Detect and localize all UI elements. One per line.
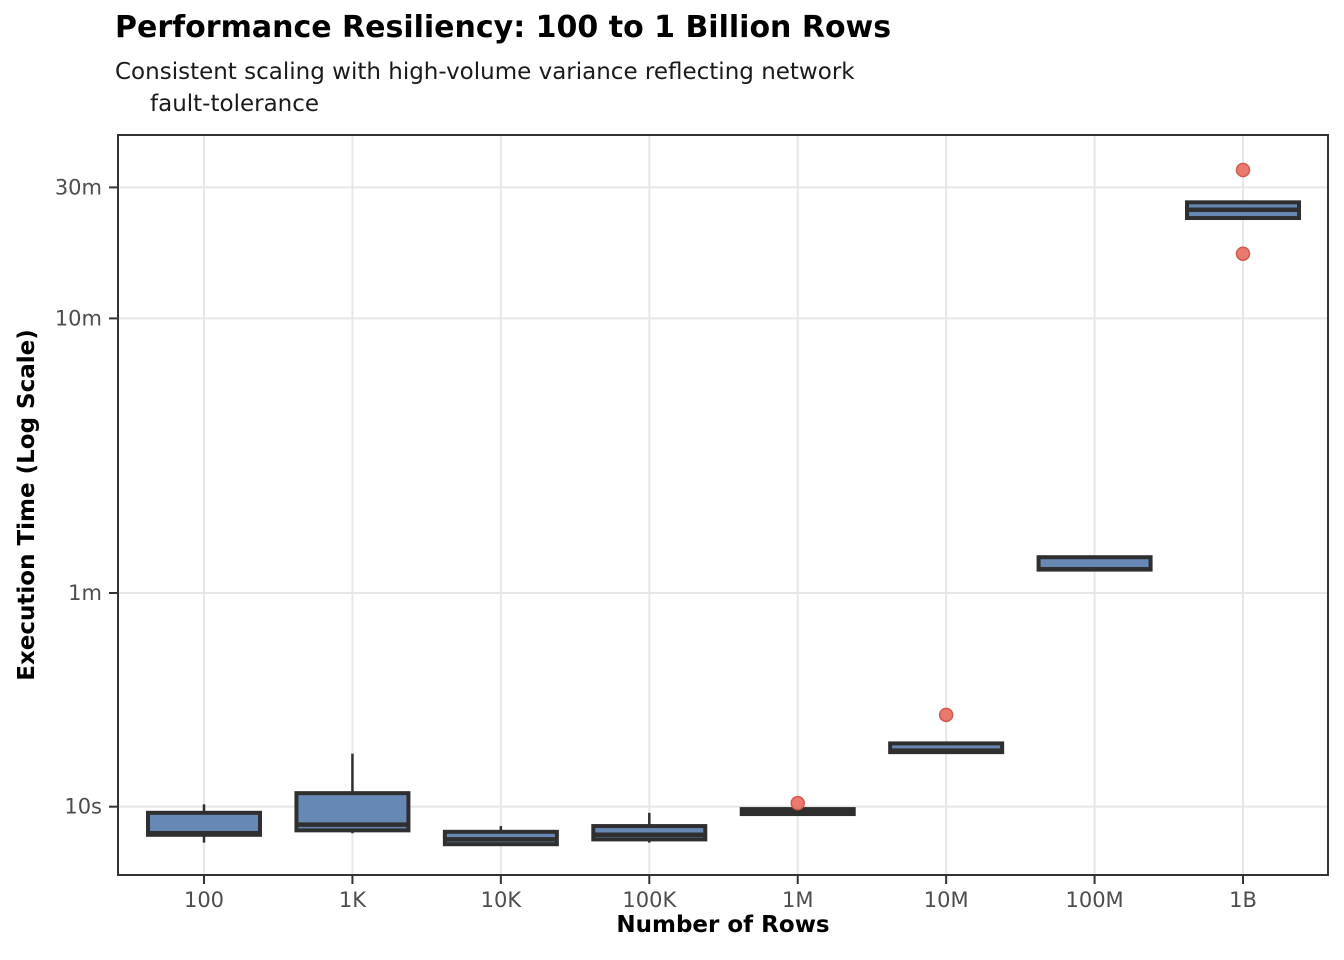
chart-title: Performance Resiliency: 100 to 1 Billion… (115, 10, 892, 45)
y-tick-label-10s: 10s (64, 795, 102, 819)
x-tick-label-10K: 10K (481, 888, 523, 912)
panel-border (117, 134, 1329, 876)
x-tick-label-100: 100 (184, 888, 224, 912)
x-axis-title: Number of Rows (616, 912, 830, 938)
x-tick-label-1B: 1B (1229, 888, 1257, 912)
y-tick-label-30m: 30m (55, 175, 102, 199)
outlier-point-1B-1 (1235, 246, 1251, 261)
chart-subtitle-line-1: Consistent scaling with high-volume vari… (115, 59, 855, 85)
chart-subtitle-line-2: fault-tolerance (150, 91, 320, 117)
x-tick-label-1K: 1K (339, 888, 367, 912)
x-tick-label-100M: 100M (1065, 888, 1123, 912)
y-tick-label-1m: 1m (68, 581, 102, 605)
panel-background (118, 135, 1328, 875)
outlier-point-10M-0 (938, 707, 954, 723)
outlier-point-1B-0 (1235, 162, 1251, 178)
y-tick-label-10m: 10m (55, 306, 102, 330)
outlier-point-1M-0 (790, 795, 805, 811)
x-tick-label-10M: 10M (924, 888, 969, 912)
y-axis-title: Execution Time (Log Scale) (14, 329, 40, 681)
x-tick-label-100K: 100K (622, 888, 677, 912)
x-tick-label-1M: 1M (782, 888, 813, 912)
